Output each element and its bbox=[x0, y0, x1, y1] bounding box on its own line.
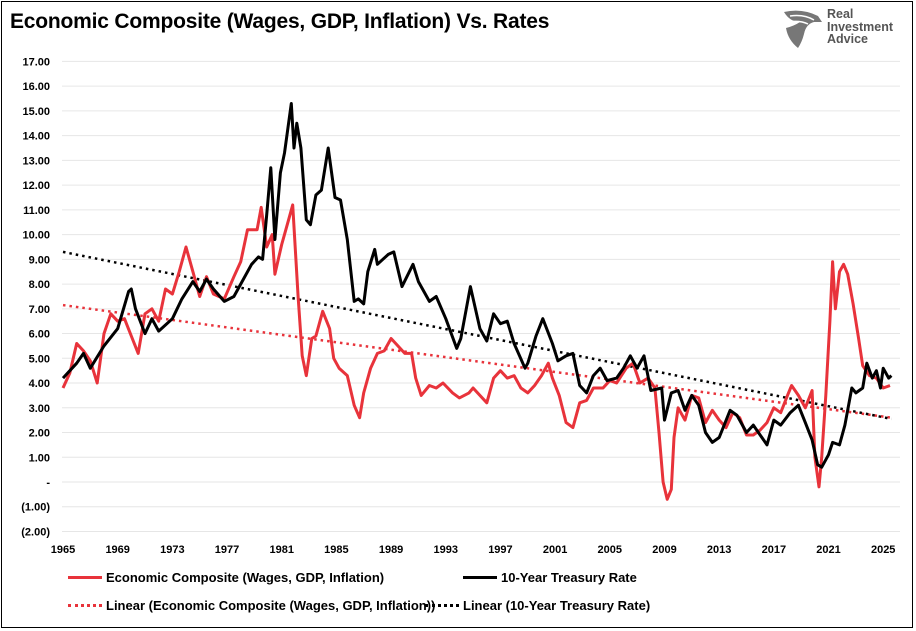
trendline-treasury bbox=[62, 250, 892, 421]
x-tick-label: 2009 bbox=[652, 544, 676, 556]
x-tick-label: 1993 bbox=[434, 544, 458, 556]
x-tick-label: 1969 bbox=[105, 544, 129, 556]
y-tick-label: 17.00 bbox=[22, 56, 50, 68]
series-10-year-treasury bbox=[61, 102, 893, 469]
legend-swatch-red-solid bbox=[68, 576, 102, 579]
y-tick-label: 16.00 bbox=[22, 81, 50, 93]
y-tick-label: 6.00 bbox=[29, 329, 50, 341]
x-tick-label: 2013 bbox=[707, 544, 731, 556]
y-tick-label: 4.00 bbox=[29, 378, 50, 390]
legend-item-economic-linear: Linear (Economic Composite (Wages, GDP, … bbox=[68, 598, 435, 613]
legend-swatch-red-dotted bbox=[68, 604, 102, 607]
x-tick-label: 1985 bbox=[324, 544, 348, 556]
y-tick-label: 14.00 bbox=[22, 131, 50, 143]
x-tick-label: 2021 bbox=[816, 544, 840, 556]
y-tick-label: 7.00 bbox=[29, 304, 50, 316]
chart-title: Economic Composite (Wages, GDP, Inflatio… bbox=[10, 10, 550, 33]
legend-item-treasury: 10-Year Treasury Rate bbox=[463, 570, 637, 585]
x-tick-label: 1973 bbox=[160, 544, 184, 556]
x-tick-label: 2001 bbox=[543, 544, 567, 556]
logo: Real Investment Advice bbox=[780, 6, 910, 50]
series-economic-composite bbox=[61, 203, 891, 501]
x-tick-label: 1989 bbox=[379, 544, 403, 556]
y-tick-label: 10.00 bbox=[22, 230, 50, 242]
x-tick-label: 1965 bbox=[51, 544, 75, 556]
legend-item-economic-composite: Economic Composite (Wages, GDP, Inflatio… bbox=[68, 570, 384, 585]
y-tick-label: - bbox=[46, 477, 50, 489]
x-tick-label: 2005 bbox=[598, 544, 622, 556]
x-tick-label: 2017 bbox=[762, 544, 786, 556]
y-tick-label: 9.00 bbox=[29, 254, 50, 266]
y-tick-label: 15.00 bbox=[22, 106, 50, 118]
y-tick-label: 2.00 bbox=[29, 428, 50, 440]
x-tick-label: 1977 bbox=[215, 544, 239, 556]
x-tick-label: 1981 bbox=[269, 544, 293, 556]
y-tick-label: 8.00 bbox=[29, 279, 50, 291]
y-tick-label: 11.00 bbox=[23, 205, 50, 217]
x-tick-label: 2025 bbox=[871, 544, 895, 556]
y-tick-label: (1.00) bbox=[21, 502, 50, 514]
legend-swatch-black-dotted bbox=[425, 604, 459, 607]
logo-text: Real Investment Advice bbox=[827, 7, 893, 46]
y-tick-label: 3.00 bbox=[29, 403, 50, 415]
legend-swatch-black-solid bbox=[463, 576, 497, 579]
eagle-logo-icon bbox=[784, 10, 822, 49]
y-tick-label: 13.00 bbox=[22, 155, 50, 167]
y-tick-label: 1.00 bbox=[29, 452, 50, 464]
y-tick-label: (2.00) bbox=[21, 526, 50, 538]
trendline-economic-composite bbox=[62, 303, 892, 419]
x-tick-label: 1997 bbox=[488, 544, 512, 556]
y-tick-label: 12.00 bbox=[22, 180, 50, 192]
y-tick-label: 5.00 bbox=[29, 353, 50, 365]
legend-item-treasury-linear: Linear (10-Year Treasury Rate) bbox=[425, 598, 650, 613]
